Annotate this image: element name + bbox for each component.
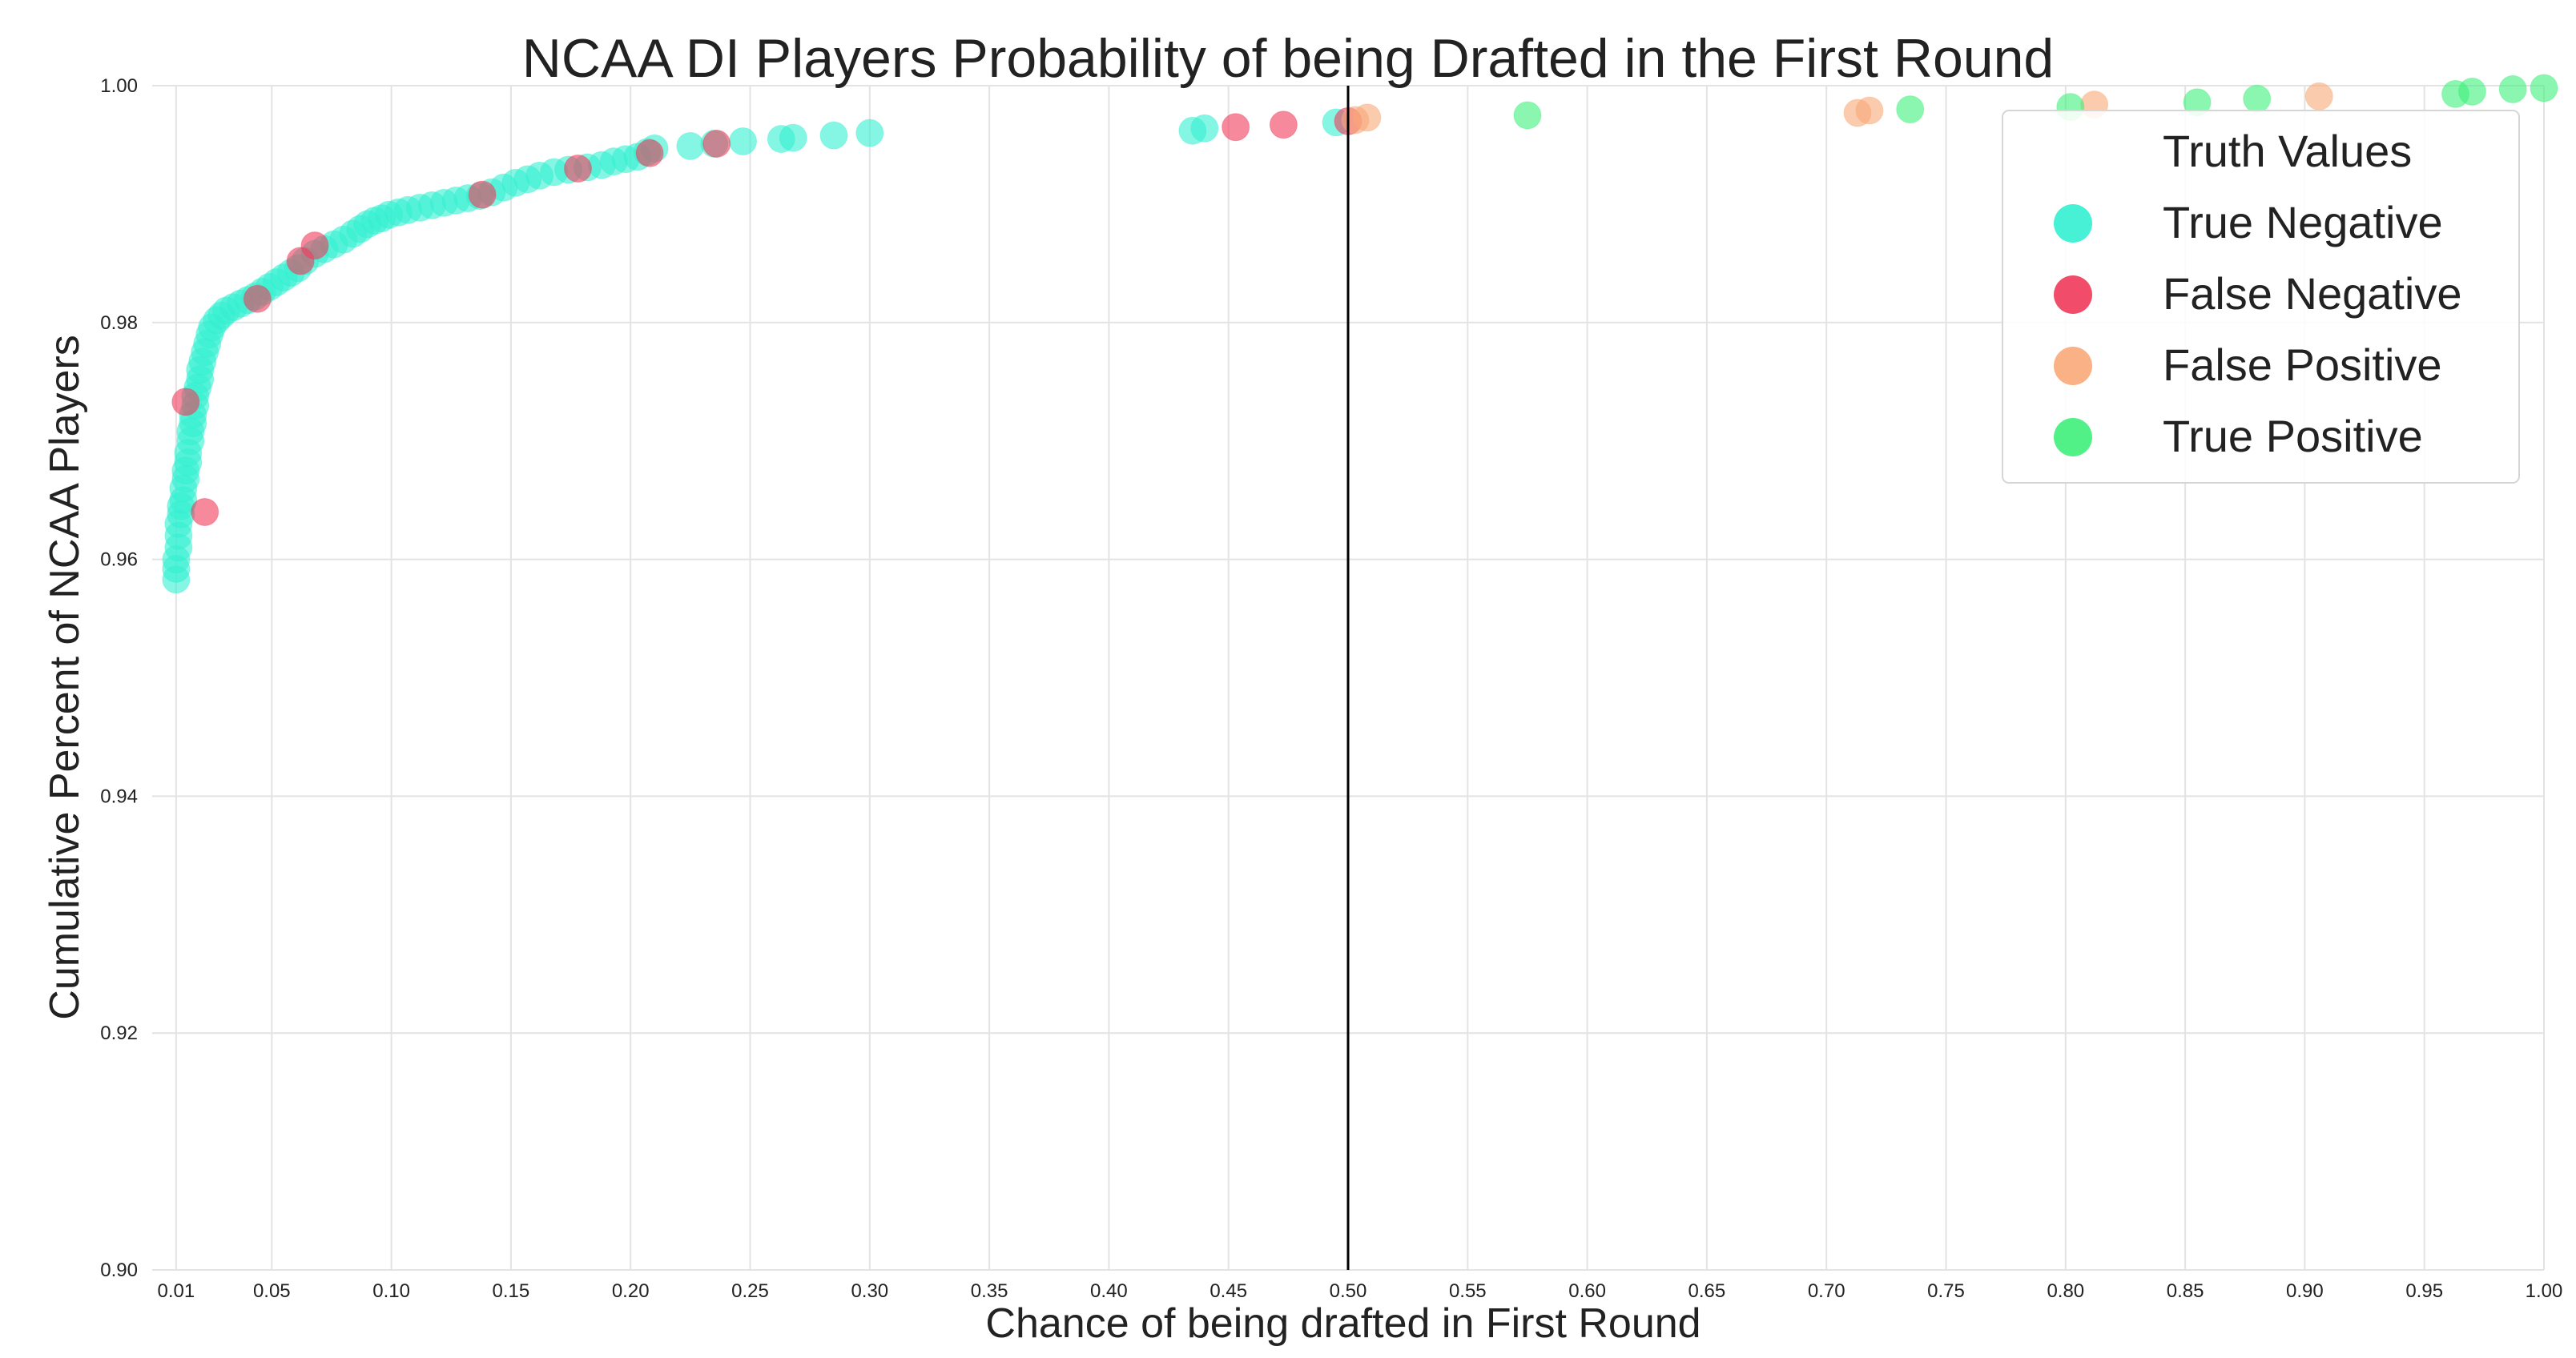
point-true-negative: [855, 119, 884, 147]
y-tick-label: 0.98: [100, 312, 138, 334]
legend-label-true-positive: True Positive: [2163, 411, 2423, 461]
legend-marker-false-positive: [2054, 347, 2092, 385]
point-false-negative: [171, 388, 200, 416]
point-true-positive: [2457, 77, 2486, 106]
point-false-negative: [191, 497, 219, 526]
point-false-positive: [2304, 82, 2333, 110]
x-tick-label: 0.05: [253, 1280, 291, 1302]
point-false-positive: [1353, 103, 1382, 132]
legend-label-true-negative: True Negative: [2163, 197, 2443, 247]
x-tick-label: 0.10: [372, 1280, 410, 1302]
legend-marker-false-negative: [2054, 275, 2092, 314]
point-true-positive: [1896, 95, 1925, 124]
point-false-negative: [702, 129, 731, 158]
x-tick-label: 0.35: [971, 1280, 1008, 1302]
legend: Truth Values True Negative False Negative F…: [2002, 110, 2520, 484]
data-points: [162, 74, 2558, 594]
x-tick-label: 0.55: [1449, 1280, 1487, 1302]
point-true-negative: [819, 121, 848, 150]
x-tick-label: 0.50: [1330, 1280, 1367, 1302]
point-false-negative: [1269, 110, 1298, 139]
point-false-negative: [243, 284, 272, 313]
y-tick-label: 0.90: [100, 1260, 138, 1281]
x-tick-label: 0.20: [612, 1280, 650, 1302]
x-tick-label: 0.01: [158, 1280, 195, 1302]
x-axis-label: Chance of being drafted in First Round: [985, 1300, 1701, 1347]
y-axis-label: Cumulative Percent of NCAA Players: [42, 335, 88, 1019]
x-tick-label: 0.15: [493, 1280, 530, 1302]
point-true-positive: [2243, 84, 2272, 113]
x-tick-label: 0.45: [1210, 1280, 1247, 1302]
point-true-negative: [729, 127, 758, 156]
y-tick-label: 0.92: [100, 1023, 138, 1044]
point-false-negative: [468, 180, 497, 209]
point-false-positive: [1855, 96, 1884, 125]
chart-title: NCAA DI Players Probability of being Dra…: [522, 28, 2054, 89]
legend-title: Truth Values: [2163, 126, 2412, 176]
x-tick-label: 0.85: [2167, 1280, 2204, 1302]
point-false-negative: [300, 231, 329, 260]
y-tick-label: 1.00: [100, 75, 138, 97]
point-true-positive: [2498, 74, 2527, 103]
point-false-negative: [635, 139, 664, 167]
point-true-positive: [2530, 74, 2558, 102]
legend-marker-true-negative: [2054, 204, 2092, 243]
x-tick-label: 0.40: [1090, 1280, 1128, 1302]
x-tick-label: 0.75: [1927, 1280, 1965, 1302]
x-tick-label: 0.80: [2047, 1280, 2084, 1302]
y-tick-label: 0.94: [100, 785, 138, 807]
x-tick-label: 0.70: [1808, 1280, 1845, 1302]
point-true-positive: [1513, 101, 1542, 130]
x-tick-label: 0.65: [1688, 1280, 1726, 1302]
x-tick-label: 0.30: [851, 1280, 888, 1302]
point-true-negative: [676, 131, 705, 160]
x-tick-label: 0.60: [1568, 1280, 1606, 1302]
legend-label-false-positive: False Positive: [2163, 340, 2442, 390]
point-false-negative: [564, 155, 593, 183]
axes: 0.01 0.05 0.10 0.15 0.20 0.25 0.30 0.35 0.40 0.45…: [100, 75, 2562, 1302]
x-tick-label: 0.25: [731, 1280, 769, 1302]
x-tick-label: 0.95: [2405, 1280, 2443, 1302]
legend-label-false-negative: False Negative: [2163, 268, 2462, 319]
point-true-negative: [1190, 114, 1219, 143]
legend-marker-true-positive: [2054, 418, 2092, 456]
x-tick-label: 1.00: [2526, 1280, 2563, 1302]
y-tick-label: 0.96: [100, 549, 138, 571]
legend-box: [2002, 110, 2520, 484]
x-tick-label: 0.90: [2286, 1280, 2324, 1302]
point-true-negative: [779, 123, 807, 152]
point-false-negative: [1222, 113, 1250, 142]
